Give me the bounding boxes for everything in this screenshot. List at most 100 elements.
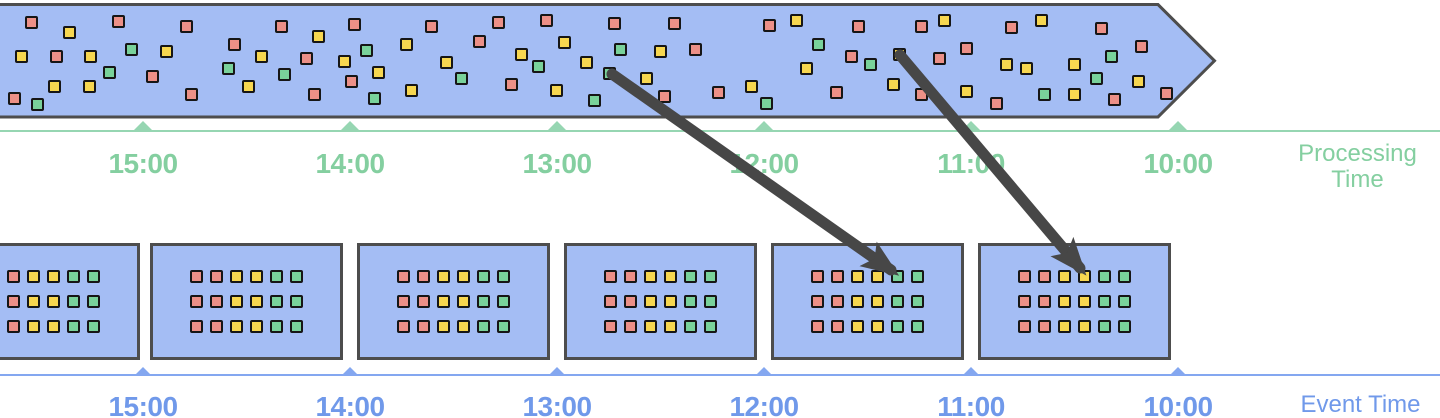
tick-marker [550,367,564,374]
stream-event-square [8,92,21,105]
stream-event-square [938,14,951,27]
stream-event-square [1132,75,1145,88]
window-event-square [47,320,60,333]
window-event-square [437,270,450,283]
tick-marker [134,121,152,130]
stream-event-square [812,38,825,51]
window-event-square [871,320,884,333]
stream-event-square [790,14,803,27]
stream-event-square [275,20,288,33]
window-event-square [477,320,490,333]
window-event-square [47,295,60,308]
window-event-square [87,295,100,308]
window-event-square [190,270,203,283]
event-time-axis-title: Event Time [1300,391,1421,418]
stream-event-square [228,38,241,51]
window-event-square [911,320,924,333]
window-event-square [437,320,450,333]
stream-event-square [473,35,486,48]
window-event-square [811,295,824,308]
stream-event-square [1005,21,1018,34]
window-event-row [604,295,717,308]
window-event-square [831,320,844,333]
window-event-row [604,320,717,333]
window-event-square [290,295,303,308]
tick-label: 15:00 [108,391,178,418]
event-time-axis-line [0,374,1440,376]
window-event-square [1118,320,1131,333]
window-event-square [1078,320,1091,333]
stream-event-square [1108,93,1121,106]
window-event-row [1018,320,1131,333]
tick-marker [343,367,357,374]
tick-marker [341,121,359,130]
window-event-square [1118,270,1131,283]
stream-event-square [103,66,116,79]
window-event-square [210,320,223,333]
stream-event-square [1035,14,1048,27]
window-event-square [644,320,657,333]
window-event-square [397,270,410,283]
stream-event-square [400,38,413,51]
window-event-square [1058,320,1071,333]
stream-event-square [31,98,44,111]
window-event-square [644,295,657,308]
window-event-square [477,270,490,283]
window-event-square [270,270,283,283]
window-event-row [397,320,510,333]
window-event-row [190,270,303,283]
window-event-row [190,320,303,333]
window-event-square [27,270,40,283]
processing-time-axis-title-line1: Processing [1298,140,1417,167]
stream-event-square [654,45,667,58]
stream-event-square [763,19,776,32]
stream-event-square [112,15,125,28]
stream-event-square [255,50,268,63]
window-event-square [230,270,243,283]
stream-event-square [852,20,865,33]
stream-event-square [492,16,505,29]
window-event-square [1118,295,1131,308]
window-event-square [664,295,677,308]
window-event-square [624,320,637,333]
stream-event-square [550,84,563,97]
window-event-row [811,320,924,333]
stream-event-square [25,16,38,29]
stream-event-square [222,62,235,75]
window-event-square [67,295,80,308]
stream-event-square [689,43,702,56]
window-event-square [497,270,510,283]
window-event-square [1078,295,1091,308]
processing-time-axis-title-line2: Time [1331,166,1384,193]
window-event-square [27,295,40,308]
window-event-square [1018,320,1031,333]
window-event-row [811,295,924,308]
tick-label: 13:00 [522,391,592,418]
stream-event-square [505,78,518,91]
window-event-square [911,295,924,308]
window-event-row [1018,295,1131,308]
stream-event-square [180,20,193,33]
window-event-square [87,270,100,283]
window-event-square [1038,320,1051,333]
stream-event-square [372,66,385,79]
window-event-square [67,270,80,283]
window-event-square [230,295,243,308]
tick-label: 13:00 [522,148,592,179]
stream-event-square [312,30,325,43]
window-event-square [891,295,904,308]
window-event-square [1098,320,1111,333]
window-event-row [397,295,510,308]
tick-label: 14:00 [315,391,385,418]
window-event-square [270,320,283,333]
stream-event-square [146,70,159,83]
window-event-square [704,295,717,308]
window-event-square [811,320,824,333]
tick-label: 15:00 [108,148,178,179]
window-event-square [457,270,470,283]
window-event-square [684,320,697,333]
tick-label: 14:00 [315,148,385,179]
tick-marker [1169,121,1187,130]
stream-event-square [1095,22,1108,35]
